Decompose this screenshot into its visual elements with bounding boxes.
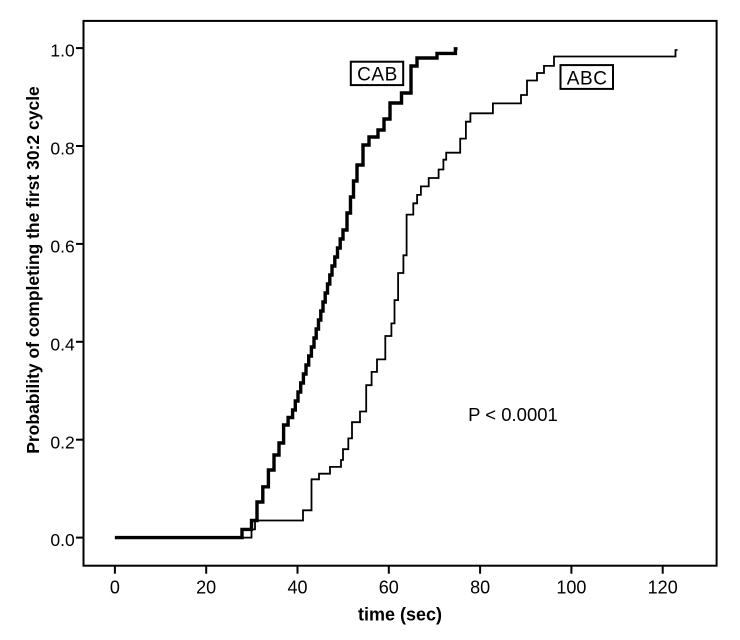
- svg-text:0.8: 0.8: [50, 139, 74, 159]
- svg-text:0.4: 0.4: [50, 334, 75, 354]
- svg-text:40: 40: [287, 578, 307, 598]
- svg-text:Probability of completing the: Probability of completing the first 30:2…: [23, 86, 43, 454]
- svg-text:100: 100: [556, 578, 586, 598]
- svg-text:time (sec): time (sec): [358, 605, 442, 625]
- svg-text:80: 80: [470, 578, 490, 598]
- svg-text:0: 0: [110, 578, 120, 598]
- svg-text:20: 20: [196, 578, 216, 598]
- svg-text:0.0: 0.0: [50, 530, 75, 550]
- svg-text:60: 60: [379, 578, 399, 598]
- svg-text:P < 0.0001: P < 0.0001: [468, 404, 558, 425]
- svg-text:0.2: 0.2: [50, 432, 74, 452]
- svg-text:CAB: CAB: [357, 64, 398, 85]
- svg-text:120: 120: [648, 578, 678, 598]
- svg-text:0.6: 0.6: [50, 237, 74, 257]
- svg-text:1.0: 1.0: [50, 41, 75, 61]
- svg-text:ABC: ABC: [567, 68, 608, 89]
